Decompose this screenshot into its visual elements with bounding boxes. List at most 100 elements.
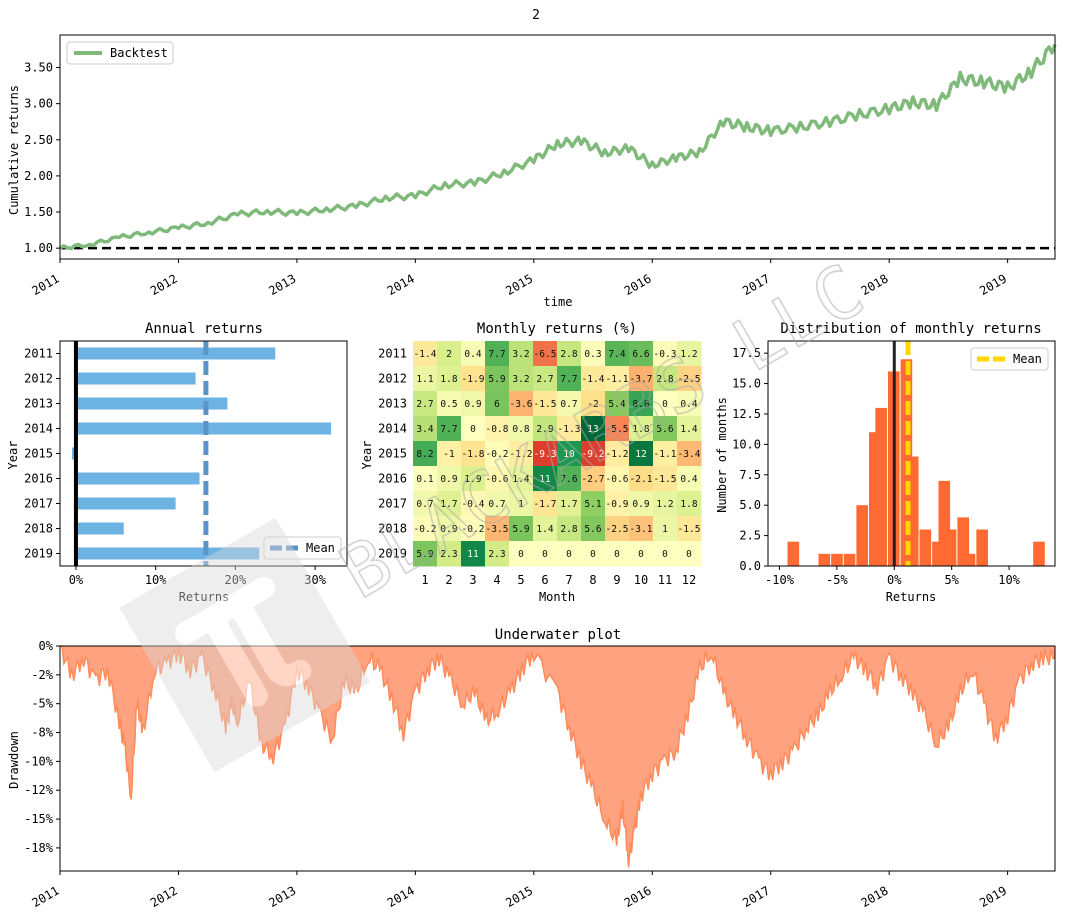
underwater-ytick-label: 0% [39,639,54,653]
monthly-panel: Monthly returns (%) Year Month -1.4 2 0.4 7… [360,321,702,604]
heatmap-cell-label: -1.9 [462,374,485,385]
heatmap-cell [677,341,702,367]
heatmap-cell-label: 1.8 [680,499,697,510]
distribution-xtick-label: -5% [826,573,848,587]
heatmap-cell-label: 7.7 [488,349,505,360]
heatmap-cell [557,466,582,492]
heatmap-cell [581,416,606,442]
cumulative-panel: Cumulative returns time 1.00 1.50 2.00 2.50… [7,34,1057,309]
heatmap-cell-label: 12 [635,449,646,460]
heatmap-cell-label: -1.2 [510,449,533,460]
cumulative-xtick-label: 2011 [29,271,61,298]
heatmap-cell-label: 1.9 [464,474,481,485]
heatmap-cell [461,491,486,517]
distribution-legend[interactable]: Mean [970,347,1049,371]
heatmap-cell [533,341,558,367]
heatmap-cell-label: -1 [443,449,455,460]
heatmap-cell [485,366,510,392]
histogram-bar [875,407,887,566]
cumulative-xtick-label: 2013 [266,271,298,298]
heatmap-xtick-label: 12 [682,573,696,587]
annual-legend[interactable]: Mean [263,536,342,560]
heatmap-cell [677,541,702,567]
distribution-ytick-label: 17.5 [732,346,761,360]
distribution-ytick-label: 2.5 [739,529,761,543]
cumulative-xtick-label: 2015 [503,271,535,298]
heatmap-cell [677,416,702,442]
heatmap-cell-label: -2.1 [630,474,653,485]
heatmap-cell-label: 7.7 [440,424,457,435]
heatmap-cell-label: -3.1 [630,524,653,535]
heatmap-cell [533,541,558,567]
annual-bar [75,397,228,410]
heatmap-cell [533,416,558,442]
heatmap-cell-label: -3.7 [630,374,653,385]
heatmap-cell [437,441,462,467]
heatmap-ytick-label: 2014 [378,422,407,436]
cumulative-xtick-label: 2012 [148,271,180,298]
heatmap-xtick-label: 10 [634,573,648,587]
histogram-bar [919,529,932,566]
distribution-ytick-label: 5.0 [739,498,761,512]
heatmap-cell [605,441,630,467]
heatmap-cell [461,416,486,442]
heatmap-cell [581,466,606,492]
underwater-ytick-label: -15% [24,812,54,826]
heatmap-cell-label: 13 [587,424,598,435]
heatmap-cell [581,366,606,392]
heatmap-cell [533,441,558,467]
heatmap-cell-label: 0 [662,549,668,560]
heatmap-cell [581,341,606,367]
underwater-xtick-label: 2015 [503,883,535,910]
heatmap-cell [557,341,582,367]
heatmap-cell-label: 5.6 [656,424,673,435]
cumulative-xtick-label: 2014 [385,271,417,298]
annual-title: Annual returns [145,321,263,337]
heatmap-cell-label: -0.9 [606,499,629,510]
heatmap-cell [677,391,702,417]
heatmap-cell-label: 6 [494,399,500,410]
cumulative-legend[interactable]: Backtest [66,41,174,65]
monthly-xlabel: Month [539,590,575,604]
heatmap-cell-label: 11 [539,474,551,485]
heatmap-cell-label: 11 [467,549,479,560]
heatmap-cell-label: 0.9 [464,399,481,410]
watermark-logo-icon [119,517,371,773]
underwater-ytick-label: -8% [31,726,53,740]
heatmap-cell-label: -3.6 [510,399,533,410]
heatmap-cell-label: -0.6 [486,474,509,485]
distribution-ytick-label: 15.0 [732,377,761,391]
heatmap-cell-label: 7.4 [608,349,625,360]
annual-panel: Annual returns Year Returns 2011 2012 2013… [6,321,348,604]
heatmap-cell [653,491,678,517]
heatmap-cell [677,441,702,467]
heatmap-cell [557,366,582,392]
heatmap-cell [581,491,606,517]
underwater-ylabel: Drawdown [7,731,21,789]
heatmap-cell [533,466,558,492]
heatmap-cell [485,416,510,442]
heatmap-cell [461,391,486,417]
heatmap-cell-label: -9.2 [582,449,605,460]
annual-bar [75,497,176,510]
annual-frame [59,340,348,567]
heatmap-cell [605,541,630,567]
heatmap-cell [629,466,654,492]
heatmap-xtick-label: 2 [445,573,452,587]
heatmap-cell-label: 10 [563,449,575,460]
heatmap-ytick-label: 2017 [378,497,407,511]
heatmap-xtick-label: 9 [613,573,620,587]
heatmap-cell-label: -3.4 [678,449,701,460]
heatmap-cell [413,516,438,542]
heatmap-cell [557,516,582,542]
heatmap-cell [509,441,534,467]
histogram-bar [818,553,831,566]
heatmap-cell-label: 1.4 [536,524,553,535]
heatmap-cell [437,416,462,442]
heatmap-cell-label: 5.1 [584,499,601,510]
heatmap-cell [461,541,486,567]
heatmap-ytick-label: 2012 [378,372,407,386]
heatmap-cell-label: 5.9 [512,524,529,535]
heatmap-cell [509,416,534,442]
heatmap-cell-label: 8.2 [416,449,433,460]
